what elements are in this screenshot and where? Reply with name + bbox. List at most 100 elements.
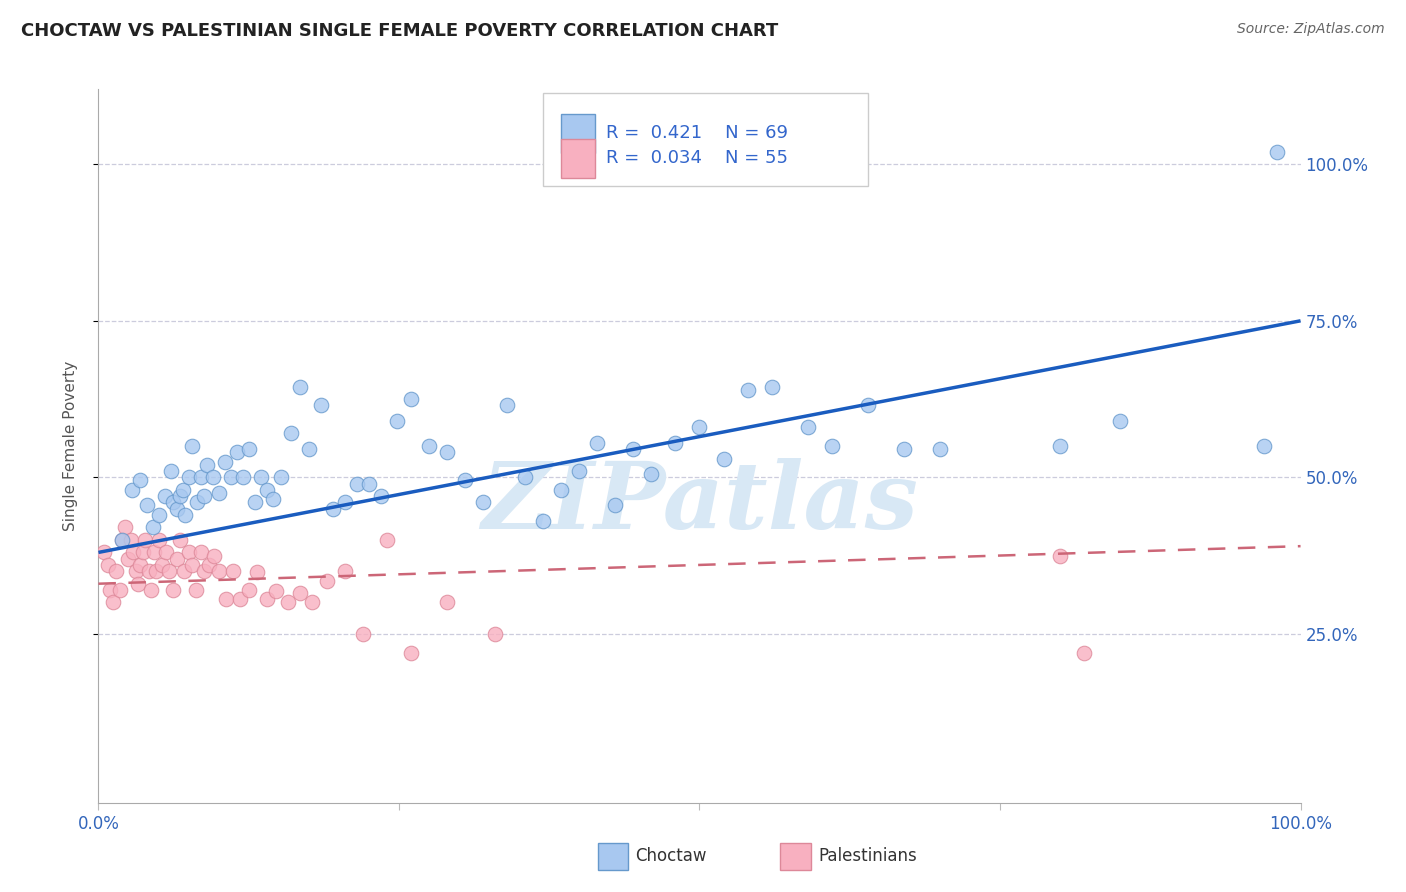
Point	[298, 442, 321, 457]
Point	[181, 558, 204, 572]
Point	[138, 564, 160, 578]
Point	[155, 545, 177, 559]
Point	[162, 495, 184, 509]
Point	[219, 470, 242, 484]
Point	[346, 476, 368, 491]
Point	[418, 439, 440, 453]
Point	[246, 566, 269, 580]
Point	[713, 451, 735, 466]
Point	[121, 483, 143, 497]
Point	[127, 576, 149, 591]
Point	[105, 564, 128, 578]
Point	[202, 549, 225, 563]
Point	[928, 442, 950, 457]
Point	[177, 545, 200, 559]
Point	[1109, 414, 1132, 428]
Point	[375, 533, 398, 547]
Point	[280, 426, 302, 441]
Text: Choctaw: Choctaw	[636, 847, 707, 865]
Bar	[561, 139, 595, 178]
Point	[198, 558, 221, 572]
Point	[385, 414, 408, 428]
Point	[243, 495, 266, 509]
Point	[208, 486, 231, 500]
Point	[120, 533, 142, 547]
Point	[193, 489, 215, 503]
Point	[184, 582, 207, 597]
Point	[108, 582, 131, 597]
Point	[301, 595, 323, 609]
Point	[290, 586, 312, 600]
Point	[550, 483, 572, 497]
Point	[256, 592, 278, 607]
Point	[177, 470, 200, 484]
Point	[122, 545, 145, 559]
Point	[1265, 145, 1288, 159]
Point	[238, 582, 260, 597]
Point	[664, 435, 686, 450]
Point	[148, 508, 170, 522]
Point	[162, 582, 184, 597]
Point	[515, 470, 537, 484]
Point	[169, 533, 191, 547]
Point	[352, 627, 374, 641]
Point	[153, 489, 176, 503]
Point	[472, 495, 495, 509]
Point	[190, 470, 212, 484]
Point	[208, 564, 231, 578]
Point	[454, 474, 477, 488]
Text: R =  0.421    N = 69: R = 0.421 N = 69	[606, 125, 787, 143]
Point	[141, 520, 163, 534]
Point	[232, 470, 254, 484]
Point	[193, 564, 215, 578]
Point	[893, 442, 915, 457]
Point	[290, 379, 312, 393]
Point	[214, 455, 236, 469]
Point	[1049, 439, 1071, 453]
Point	[370, 489, 392, 503]
Point	[101, 595, 124, 609]
Point	[496, 398, 519, 412]
Point	[222, 564, 245, 578]
Point	[134, 533, 156, 547]
Point	[173, 564, 195, 578]
Point	[238, 442, 260, 457]
Point	[195, 458, 218, 472]
Point	[125, 564, 148, 578]
Point	[129, 558, 152, 572]
Point	[315, 574, 337, 588]
Point	[169, 489, 191, 503]
Point	[201, 470, 224, 484]
Point	[100, 582, 122, 597]
Point	[215, 592, 238, 607]
Point	[333, 495, 356, 509]
Point	[737, 383, 759, 397]
Point	[229, 592, 252, 607]
Y-axis label: Single Female Poverty: Single Female Poverty	[63, 361, 77, 531]
Point	[172, 483, 194, 497]
Point	[135, 499, 157, 513]
Point	[821, 439, 844, 453]
Text: ZIPatlas: ZIPatlas	[481, 458, 918, 548]
Point	[141, 582, 163, 597]
Point	[266, 584, 288, 599]
Point	[111, 533, 134, 547]
Point	[322, 501, 344, 516]
Point	[531, 514, 554, 528]
Point	[270, 470, 292, 484]
Point	[640, 467, 662, 482]
Point	[796, 420, 818, 434]
Point	[689, 420, 711, 434]
Point	[148, 533, 170, 547]
Point	[333, 564, 356, 578]
Point	[159, 464, 181, 478]
Bar	[561, 114, 595, 153]
Point	[256, 483, 278, 497]
Text: Source: ZipAtlas.com: Source: ZipAtlas.com	[1237, 22, 1385, 37]
Point	[132, 545, 155, 559]
Point	[856, 398, 879, 412]
Point	[142, 545, 165, 559]
Point	[621, 442, 644, 457]
Point	[181, 439, 204, 453]
Point	[150, 558, 173, 572]
